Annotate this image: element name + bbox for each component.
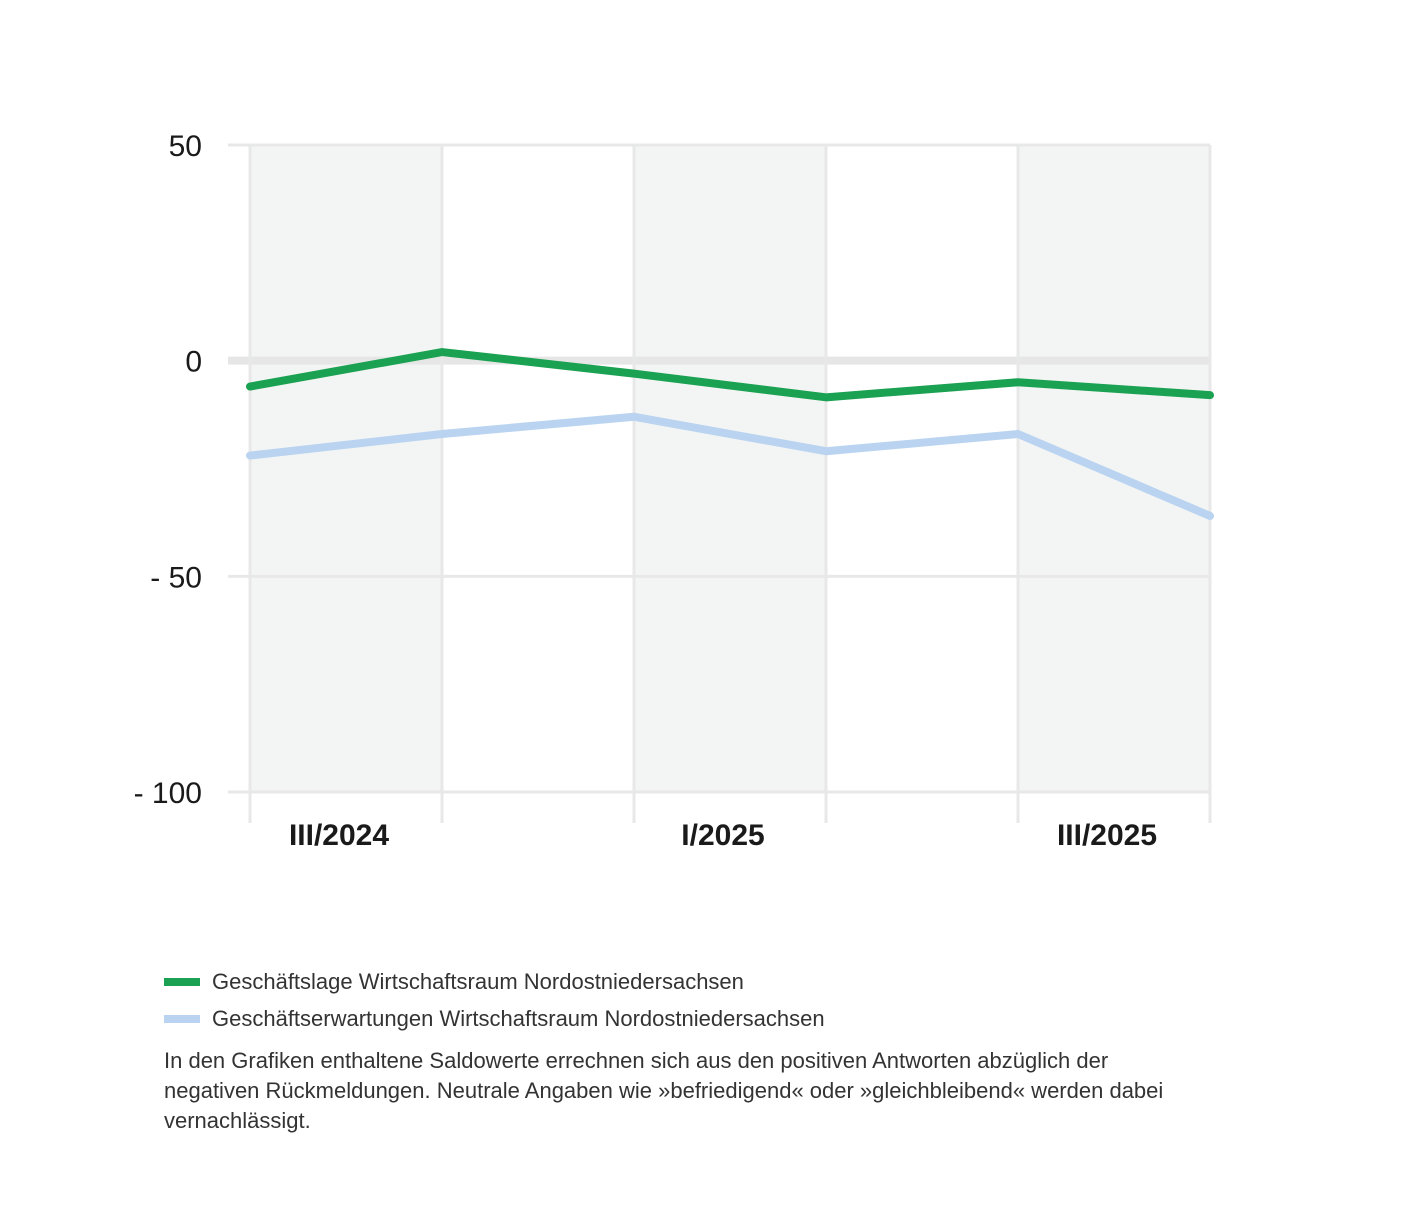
legend-label: Geschäftserwartungen Wirtschaftsraum Nor… — [212, 1005, 825, 1031]
chart-series — [246, 348, 1214, 520]
x-tick-label: III/2025 — [1057, 819, 1157, 852]
chart-background-bands — [250, 145, 1210, 792]
legend-swatch-geschaeftslage — [164, 977, 200, 986]
chart-band — [634, 145, 826, 792]
y-tick-label: 50 — [169, 130, 202, 163]
series-line-geschaeftserwartungen — [246, 412, 1214, 520]
y-tick-label: - 50 — [150, 561, 202, 594]
x-tick-label: I/2025 — [681, 819, 764, 852]
x-axis-ticks: III/2024 I/2025 III/2025 — [289, 819, 1157, 852]
line-chart: 50 0 - 50 - 100 III/2024 I/2025 III/2025 — [134, 130, 1214, 852]
chart-legend: Geschäftslage Wirtschaftsraum Nordostnie… — [164, 963, 825, 1037]
chart-band — [250, 145, 442, 792]
y-axis-ticks: 50 0 - 50 - 100 — [134, 130, 202, 810]
y-tick-label: - 100 — [134, 777, 202, 810]
legend-label: Geschäftslage Wirtschaftsraum Nordostnie… — [212, 968, 744, 994]
chart-band — [1018, 145, 1210, 792]
series-line-geschaeftslage — [246, 348, 1214, 402]
legend-item-geschaeftserwartungen: Geschäftserwartungen Wirtschaftsraum Nor… — [164, 1000, 825, 1037]
chart-footnote: In den Grafiken enthaltene Saldowerte er… — [164, 1048, 1164, 1133]
y-tick-label: 0 — [185, 346, 202, 379]
legend-item-geschaeftslage: Geschäftslage Wirtschaftsraum Nordostnie… — [164, 963, 825, 1000]
x-tick-label: III/2024 — [289, 819, 389, 852]
legend-swatch-geschaeftserwartungen — [164, 1014, 200, 1023]
